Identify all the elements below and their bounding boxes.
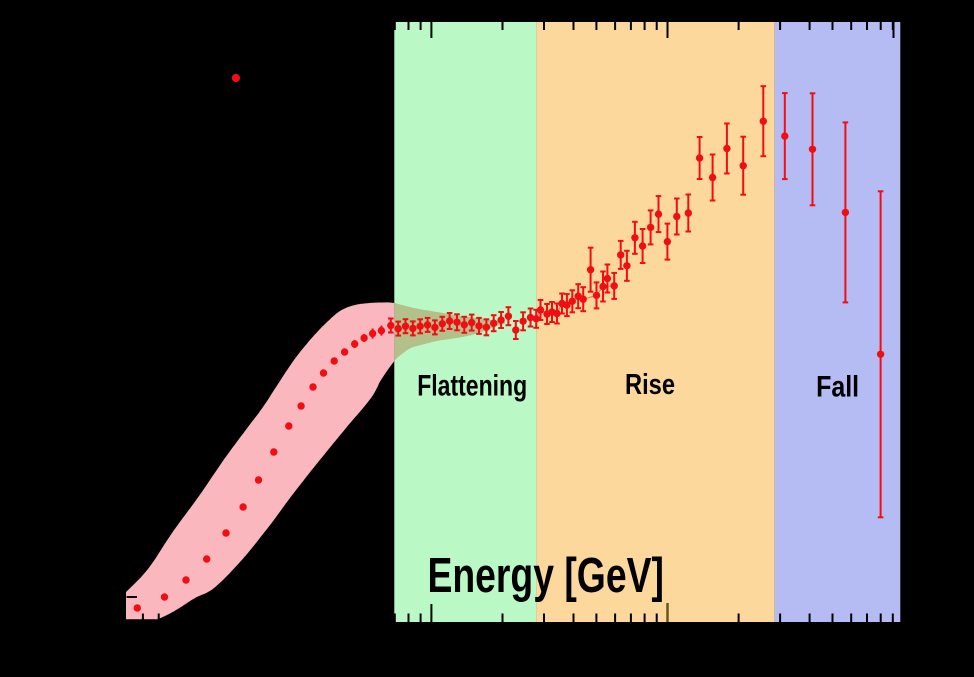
svg-text:Fall: Fall [816,371,859,404]
svg-text:Energy [GeV]: Energy [GeV] [427,549,664,603]
svg-text:Rise: Rise [625,369,675,401]
svg-text:Flattening: Flattening [417,370,527,403]
